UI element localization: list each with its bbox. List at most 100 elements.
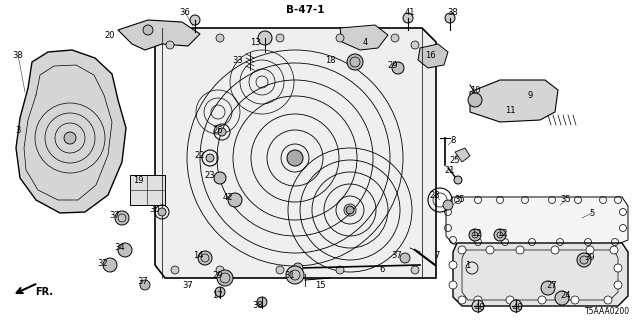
Text: 28: 28 [429, 190, 440, 199]
Circle shape [614, 264, 622, 272]
Circle shape [610, 246, 618, 254]
Text: 37: 37 [138, 277, 148, 286]
Circle shape [494, 229, 506, 241]
Circle shape [538, 296, 546, 304]
Text: 18: 18 [324, 55, 335, 65]
Text: 16: 16 [425, 51, 435, 60]
Polygon shape [118, 20, 200, 50]
Text: 30: 30 [150, 205, 160, 214]
Circle shape [215, 287, 225, 297]
Text: 39: 39 [585, 252, 595, 261]
Circle shape [216, 34, 224, 42]
Circle shape [286, 266, 304, 284]
Circle shape [551, 246, 559, 254]
Circle shape [198, 251, 212, 265]
Polygon shape [130, 175, 165, 205]
Text: 15: 15 [315, 281, 325, 290]
Text: 40: 40 [513, 303, 524, 313]
Text: 36: 36 [180, 7, 190, 17]
Text: 12: 12 [497, 228, 508, 237]
Polygon shape [455, 148, 470, 162]
Text: 11: 11 [505, 106, 515, 115]
Circle shape [604, 296, 612, 304]
Circle shape [346, 206, 354, 214]
Circle shape [276, 266, 284, 274]
Circle shape [258, 31, 272, 45]
Circle shape [276, 34, 284, 42]
Circle shape [469, 229, 481, 241]
Text: 10: 10 [470, 85, 480, 94]
Circle shape [571, 296, 579, 304]
Text: T5AAA0200: T5AAA0200 [585, 308, 630, 316]
Circle shape [445, 13, 455, 23]
Text: 29: 29 [388, 60, 398, 69]
Polygon shape [418, 44, 448, 68]
Text: B-47-1: B-47-1 [285, 5, 324, 15]
Text: 20: 20 [105, 30, 115, 39]
Circle shape [454, 176, 462, 184]
Circle shape [171, 266, 179, 274]
Circle shape [614, 281, 622, 289]
Circle shape [392, 62, 404, 74]
Circle shape [555, 291, 569, 305]
Circle shape [510, 300, 522, 312]
Polygon shape [453, 243, 628, 306]
Text: 24: 24 [561, 291, 572, 300]
Circle shape [166, 41, 174, 49]
Circle shape [586, 246, 594, 254]
Circle shape [218, 128, 226, 136]
Text: 42: 42 [223, 194, 233, 203]
Text: 41: 41 [404, 7, 415, 17]
Circle shape [217, 270, 233, 286]
Text: 37: 37 [182, 281, 193, 290]
Circle shape [474, 296, 482, 304]
Text: FR.: FR. [35, 287, 53, 297]
Text: 3: 3 [15, 125, 20, 134]
Text: 4: 4 [362, 37, 367, 46]
Circle shape [228, 193, 242, 207]
Circle shape [516, 246, 524, 254]
Circle shape [140, 280, 150, 290]
Text: 5: 5 [589, 209, 595, 218]
Circle shape [400, 253, 410, 263]
Text: 40: 40 [475, 303, 485, 313]
Text: 27: 27 [547, 281, 557, 290]
Text: 34: 34 [115, 244, 125, 252]
Text: 22: 22 [195, 150, 205, 159]
Circle shape [472, 300, 484, 312]
Circle shape [577, 253, 591, 267]
Circle shape [118, 243, 132, 257]
Text: 9: 9 [527, 91, 532, 100]
Circle shape [458, 246, 466, 254]
Text: 21: 21 [445, 165, 455, 174]
Circle shape [391, 34, 399, 42]
Text: 37: 37 [392, 251, 403, 260]
Text: 26: 26 [212, 125, 223, 134]
Text: 23: 23 [205, 171, 215, 180]
Circle shape [115, 211, 129, 225]
Circle shape [486, 246, 494, 254]
Polygon shape [470, 80, 558, 122]
Circle shape [64, 132, 76, 144]
Text: 12: 12 [471, 228, 481, 237]
Circle shape [443, 200, 453, 210]
Text: 6: 6 [380, 266, 385, 275]
Text: 29: 29 [212, 270, 223, 279]
Text: 37: 37 [109, 211, 120, 220]
Circle shape [216, 266, 224, 274]
Polygon shape [155, 28, 436, 278]
Text: 35: 35 [561, 196, 572, 204]
Text: 7: 7 [435, 251, 440, 260]
Polygon shape [446, 197, 628, 244]
Text: 33: 33 [232, 55, 243, 65]
Text: 38: 38 [13, 51, 24, 60]
Circle shape [293, 263, 303, 273]
Circle shape [190, 15, 200, 25]
Circle shape [336, 34, 344, 42]
Circle shape [403, 13, 413, 23]
Circle shape [449, 281, 457, 289]
Circle shape [541, 281, 555, 295]
Circle shape [214, 172, 226, 184]
Polygon shape [340, 25, 388, 50]
Circle shape [287, 150, 303, 166]
